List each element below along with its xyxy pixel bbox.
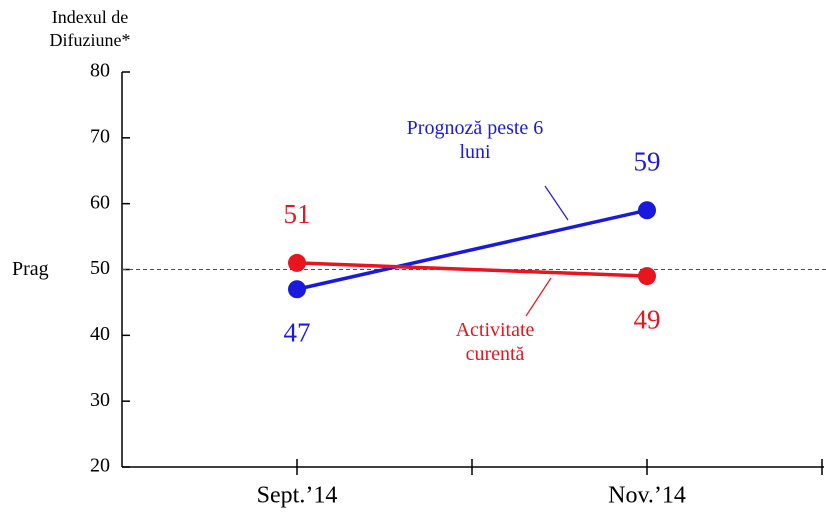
data-label: 49 bbox=[634, 304, 661, 334]
threshold-label: Prag bbox=[12, 258, 49, 280]
y-tick-label: 80 bbox=[90, 60, 110, 82]
data-label: 59 bbox=[634, 146, 661, 176]
point bbox=[288, 253, 306, 272]
leader-line bbox=[525, 277, 552, 317]
x-tick-label: Nov.’14 bbox=[608, 483, 686, 509]
y-tick-label: 60 bbox=[90, 191, 110, 213]
series-line bbox=[296, 261, 648, 278]
y-tick-label: 20 bbox=[90, 455, 110, 477]
y-tick-label: 40 bbox=[90, 323, 110, 345]
y-tick-label: 50 bbox=[90, 257, 110, 279]
data-label: 51 bbox=[284, 199, 311, 229]
legend-label: Prognoză peste 6 luni bbox=[406, 117, 544, 163]
y-axis-label: Indexul de Difuziune* bbox=[49, 7, 131, 50]
leader-line bbox=[544, 185, 569, 221]
x-tick-label: Sept.’14 bbox=[257, 483, 338, 509]
point bbox=[638, 201, 656, 220]
y-tick-label: 70 bbox=[90, 125, 110, 147]
point bbox=[288, 280, 306, 299]
series-line bbox=[296, 208, 648, 291]
point bbox=[638, 267, 656, 286]
data-label: 47 bbox=[284, 317, 311, 347]
legend-label: Activitate curentă bbox=[455, 319, 535, 365]
y-tick-label: 30 bbox=[90, 389, 110, 411]
